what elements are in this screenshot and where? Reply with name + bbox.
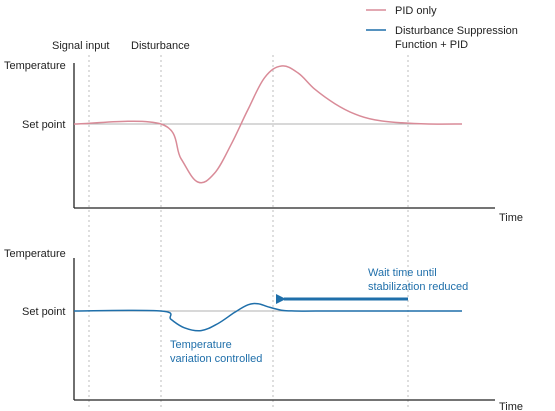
wait-time-annotation-line1: Wait time until (368, 267, 437, 279)
bottom-y-axis-label: Temperature (4, 248, 66, 260)
legend: PID only Disturbance Suppression Functio… (366, 5, 518, 51)
top-panel: Temperature Time Set point (4, 60, 523, 224)
legend-label-suppression-line2: Function + PID (395, 39, 468, 51)
disturbance-label: Disturbance (131, 40, 190, 52)
signal-input-label: Signal input (52, 40, 110, 52)
guide-lines (88, 55, 409, 408)
top-x-axis-label: Time (499, 212, 523, 224)
top-setpoint-label: Set point (22, 119, 65, 131)
legend-label-pid-only: PID only (395, 5, 437, 17)
wait-time-annotation-line2: stabilization reduced (368, 281, 468, 293)
bottom-panel: Temperature Time Set point Wait time unt… (4, 248, 523, 411)
suppression-series-line (73, 302, 462, 332)
pid-only-series-line (73, 65, 463, 184)
variation-annotation-line1: Temperature (170, 339, 232, 351)
legend-label-suppression-line1: Disturbance Suppression (395, 25, 518, 37)
bottom-x-axis-label: Time (499, 401, 523, 411)
bottom-setpoint-label: Set point (22, 306, 65, 318)
top-y-axis-label: Temperature (4, 60, 66, 72)
variation-annotation-line2: variation controlled (170, 353, 262, 365)
